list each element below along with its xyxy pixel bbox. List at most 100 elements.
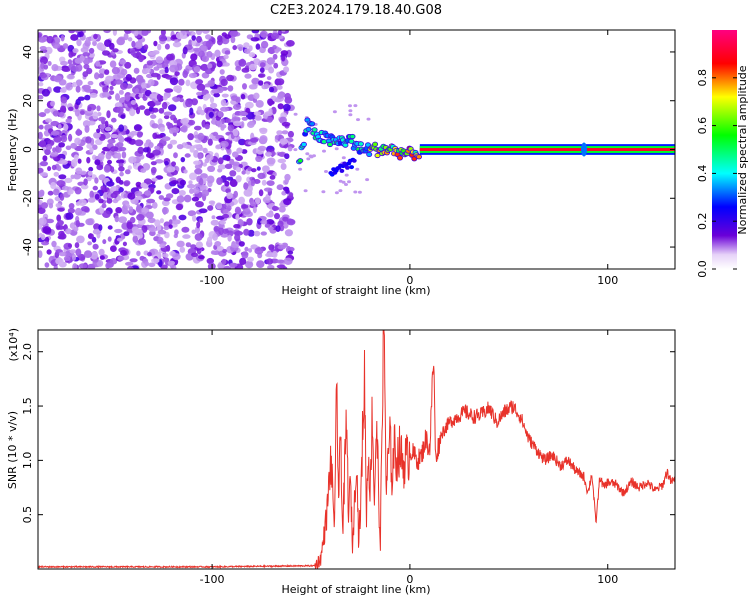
spectrogram-ylabel: Frequency (Hz): [6, 109, 19, 192]
noise-blob: [198, 218, 204, 223]
noise-blob: [105, 151, 112, 160]
noise-blob: [176, 240, 185, 248]
noise-blob: [174, 229, 179, 236]
noise-blob: [169, 139, 178, 145]
noise-blob: [264, 83, 269, 89]
noise-blob: [73, 226, 79, 232]
noise-blob: [109, 85, 114, 91]
noise-blob: [222, 228, 229, 234]
noise-blob: [73, 154, 79, 161]
noise-blob: [95, 60, 101, 67]
noise-blob: [221, 258, 227, 265]
noise-blob: [118, 146, 127, 152]
noise-blob: [108, 90, 115, 95]
noise-blob: [47, 190, 54, 196]
noise-blob: [74, 187, 82, 195]
noise-blob: [348, 104, 352, 108]
noise-blob: [127, 192, 136, 200]
noise-blob: [102, 210, 111, 219]
noise-blob: [110, 134, 119, 139]
noise-blob: [57, 220, 64, 226]
noise-blob: [92, 144, 98, 150]
snr-series-line: [38, 330, 675, 569]
noise-blob: [201, 30, 210, 34]
carrier-blob: [301, 142, 307, 147]
noise-blob: [138, 105, 146, 110]
x-tick-label: -100: [200, 573, 225, 586]
noise-blob: [348, 109, 353, 113]
noise-blob: [111, 117, 117, 123]
noise-blob: [252, 206, 257, 214]
noise-blob: [38, 250, 43, 258]
noise-blob: [136, 132, 143, 138]
noise-blob: [197, 153, 202, 160]
noise-blob: [224, 34, 232, 39]
noise-blob: [259, 127, 268, 135]
noise-blob: [138, 93, 144, 98]
noise-blob: [87, 80, 94, 86]
noise-blob: [63, 256, 71, 262]
noise-blob: [355, 167, 360, 171]
noise-blob: [70, 174, 75, 180]
noise-blob: [171, 161, 176, 167]
noise-blob: [357, 190, 362, 194]
noise-blob: [207, 205, 214, 211]
noise-blob: [170, 127, 180, 133]
noise-blob: [88, 58, 93, 63]
noise-blob: [145, 67, 151, 74]
noise-blob: [245, 101, 254, 109]
noise-blob: [284, 92, 292, 101]
noise-blob: [133, 30, 139, 37]
noise-blob: [172, 219, 181, 225]
noise-blob: [305, 152, 310, 156]
noise-blob: [41, 88, 51, 97]
noise-blob: [235, 175, 242, 183]
noise-blob: [272, 45, 277, 50]
noise-blob: [241, 116, 248, 121]
y-tick-label: -20: [21, 189, 34, 207]
noise-blob: [194, 168, 203, 175]
noise-blob: [137, 146, 144, 154]
noise-blob: [116, 106, 124, 114]
noise-blob: [94, 72, 100, 80]
noise-blob: [269, 175, 276, 180]
noise-blob: [76, 38, 82, 47]
noise-blob: [166, 53, 174, 61]
noise-blob: [150, 186, 155, 194]
noise-blob: [102, 86, 109, 94]
noise-blob: [99, 255, 105, 260]
noise-blob: [47, 166, 52, 172]
noise-blob: [96, 164, 104, 171]
noise-blob: [191, 229, 197, 235]
noise-blob: [192, 187, 200, 194]
noise-blob: [238, 59, 247, 67]
noise-blob: [96, 259, 104, 267]
noise-blob: [241, 149, 248, 154]
colorbar-tick-label: 0.8: [696, 69, 709, 87]
noise-blob: [155, 175, 164, 180]
noise-blob: [229, 170, 237, 177]
noise-blob: [97, 152, 105, 160]
noise-blob: [94, 177, 99, 184]
noise-blob: [152, 149, 161, 156]
noise-blob: [306, 157, 311, 161]
noise-blob: [64, 177, 73, 184]
noise-blob: [98, 224, 103, 231]
noise-blob: [38, 36, 47, 43]
noise-blob: [148, 142, 154, 148]
noise-blob: [157, 229, 167, 235]
x-tick-label: 100: [597, 274, 618, 287]
noise-blob: [205, 34, 212, 40]
noise-blob: [212, 131, 219, 137]
noise-blob: [79, 31, 84, 37]
noise-blob: [58, 174, 67, 180]
noise-blob: [69, 249, 77, 254]
noise-blob: [324, 170, 328, 173]
noise-blob: [50, 151, 59, 157]
noise-blob: [253, 230, 261, 237]
noise-blob: [202, 162, 207, 167]
noise-blob: [356, 118, 360, 122]
noise-blob: [46, 249, 52, 255]
colorbar-tick-label: 0.0: [696, 260, 709, 278]
noise-blob: [189, 107, 194, 116]
